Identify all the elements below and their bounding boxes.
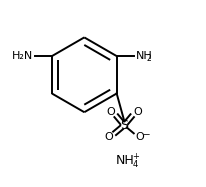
Text: O: O	[104, 132, 113, 142]
Text: O: O	[133, 107, 142, 117]
Text: 2: 2	[146, 54, 151, 63]
Text: H₂N: H₂N	[11, 51, 33, 61]
Text: O: O	[135, 132, 144, 142]
Text: NH: NH	[116, 154, 135, 167]
Text: 4: 4	[132, 160, 138, 169]
Text: O: O	[106, 107, 115, 117]
Text: +: +	[132, 152, 139, 161]
Text: NH: NH	[136, 51, 153, 61]
Text: −: −	[142, 130, 149, 139]
Text: S: S	[120, 119, 128, 132]
